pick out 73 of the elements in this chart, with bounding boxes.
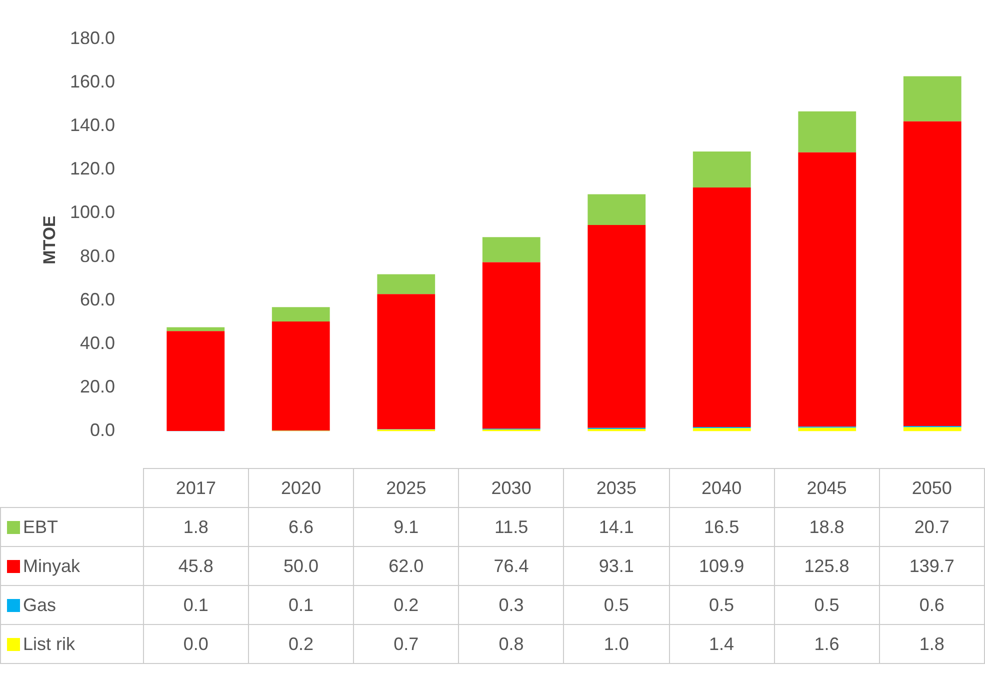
- data-label: 45.8: [143, 546, 248, 586]
- data-label: 16.5: [669, 508, 774, 546]
- bar: [692, 428, 751, 432]
- data-label: 0.5: [669, 586, 774, 624]
- data-label: 0.2: [354, 586, 459, 624]
- bar: [272, 322, 330, 431]
- x-tick-label: 2017: [143, 468, 248, 508]
- x-tick-label: 2020: [248, 468, 354, 508]
- data-label: 0.1: [248, 586, 354, 624]
- bar: [166, 327, 225, 332]
- bar: [272, 307, 330, 322]
- bar: [482, 262, 540, 429]
- data-label: 6.6: [248, 508, 354, 546]
- data-label: 1.0: [564, 624, 669, 664]
- bar: [903, 121, 962, 426]
- y-tick-label: 120.0: [70, 158, 115, 179]
- bar: [798, 111, 856, 152]
- bar: [588, 194, 646, 225]
- data-label: 9.1: [354, 508, 459, 546]
- y-tick-label: 80.0: [80, 246, 115, 266]
- y-tick-label: 160.0: [70, 71, 115, 92]
- data-label: 20.7: [879, 508, 984, 546]
- bar: [903, 76, 962, 122]
- x-tick-label: 2040: [669, 468, 774, 508]
- y-tick-label: 20.0: [80, 376, 115, 397]
- y-tick-label: 140.0: [70, 114, 115, 135]
- data-label: 0.1: [143, 586, 248, 624]
- data-label: 1.8: [879, 624, 984, 664]
- data-label: 0.5: [774, 586, 880, 624]
- bar: [166, 331, 225, 431]
- x-tick-label: 2030: [458, 468, 564, 508]
- data-label: 0.0: [143, 624, 248, 664]
- data-label: 0.2: [248, 624, 354, 664]
- data-label: 139.7: [879, 546, 984, 586]
- bar: [798, 152, 856, 427]
- legend-label: Gas: [0, 586, 144, 624]
- data-label: 0.8: [458, 624, 564, 664]
- data-label: 0.5: [564, 586, 669, 624]
- x-tick-label: 2025: [354, 468, 459, 508]
- bar: [377, 274, 436, 294]
- data-label: 50.0: [248, 546, 354, 586]
- data-label: 1.4: [669, 624, 774, 664]
- data-label: 93.1: [564, 546, 669, 586]
- data-label: 0.6: [879, 586, 984, 624]
- bar: [692, 152, 751, 188]
- bar: [588, 224, 646, 428]
- y-tick-label: 40.0: [80, 332, 115, 353]
- data-label: 125.8: [774, 546, 880, 586]
- y-axis-title: MTOE: [40, 214, 60, 266]
- data-label: 0.7: [354, 624, 459, 664]
- bar: [798, 428, 856, 432]
- x-tick-label: 2045: [774, 468, 880, 508]
- x-tick-label: 2035: [564, 468, 669, 508]
- data-label: 109.9: [669, 546, 774, 586]
- data-label: 76.4: [458, 546, 564, 586]
- y-tick-label: 180.0: [70, 28, 115, 48]
- data-label: 1.6: [774, 624, 880, 664]
- data-label: 18.8: [774, 508, 880, 546]
- data-label: 62.0: [354, 546, 459, 586]
- data-label: 1.8: [143, 508, 248, 546]
- data-label: 11.5: [458, 508, 564, 546]
- data-label: 0.3: [458, 586, 564, 624]
- x-tick-label: 2050: [879, 468, 984, 508]
- y-tick-label: 60.0: [80, 289, 115, 310]
- legend-label: Minyak: [0, 546, 144, 586]
- legend-label: List rik: [0, 624, 144, 664]
- bar: [377, 294, 436, 430]
- y-tick-label: 0.0: [90, 420, 115, 440]
- bar: [692, 187, 751, 428]
- bar: [482, 237, 540, 262]
- legend-label: EBT: [0, 508, 144, 546]
- data-label: 14.1: [564, 508, 669, 546]
- y-tick-label: 100.0: [70, 202, 115, 222]
